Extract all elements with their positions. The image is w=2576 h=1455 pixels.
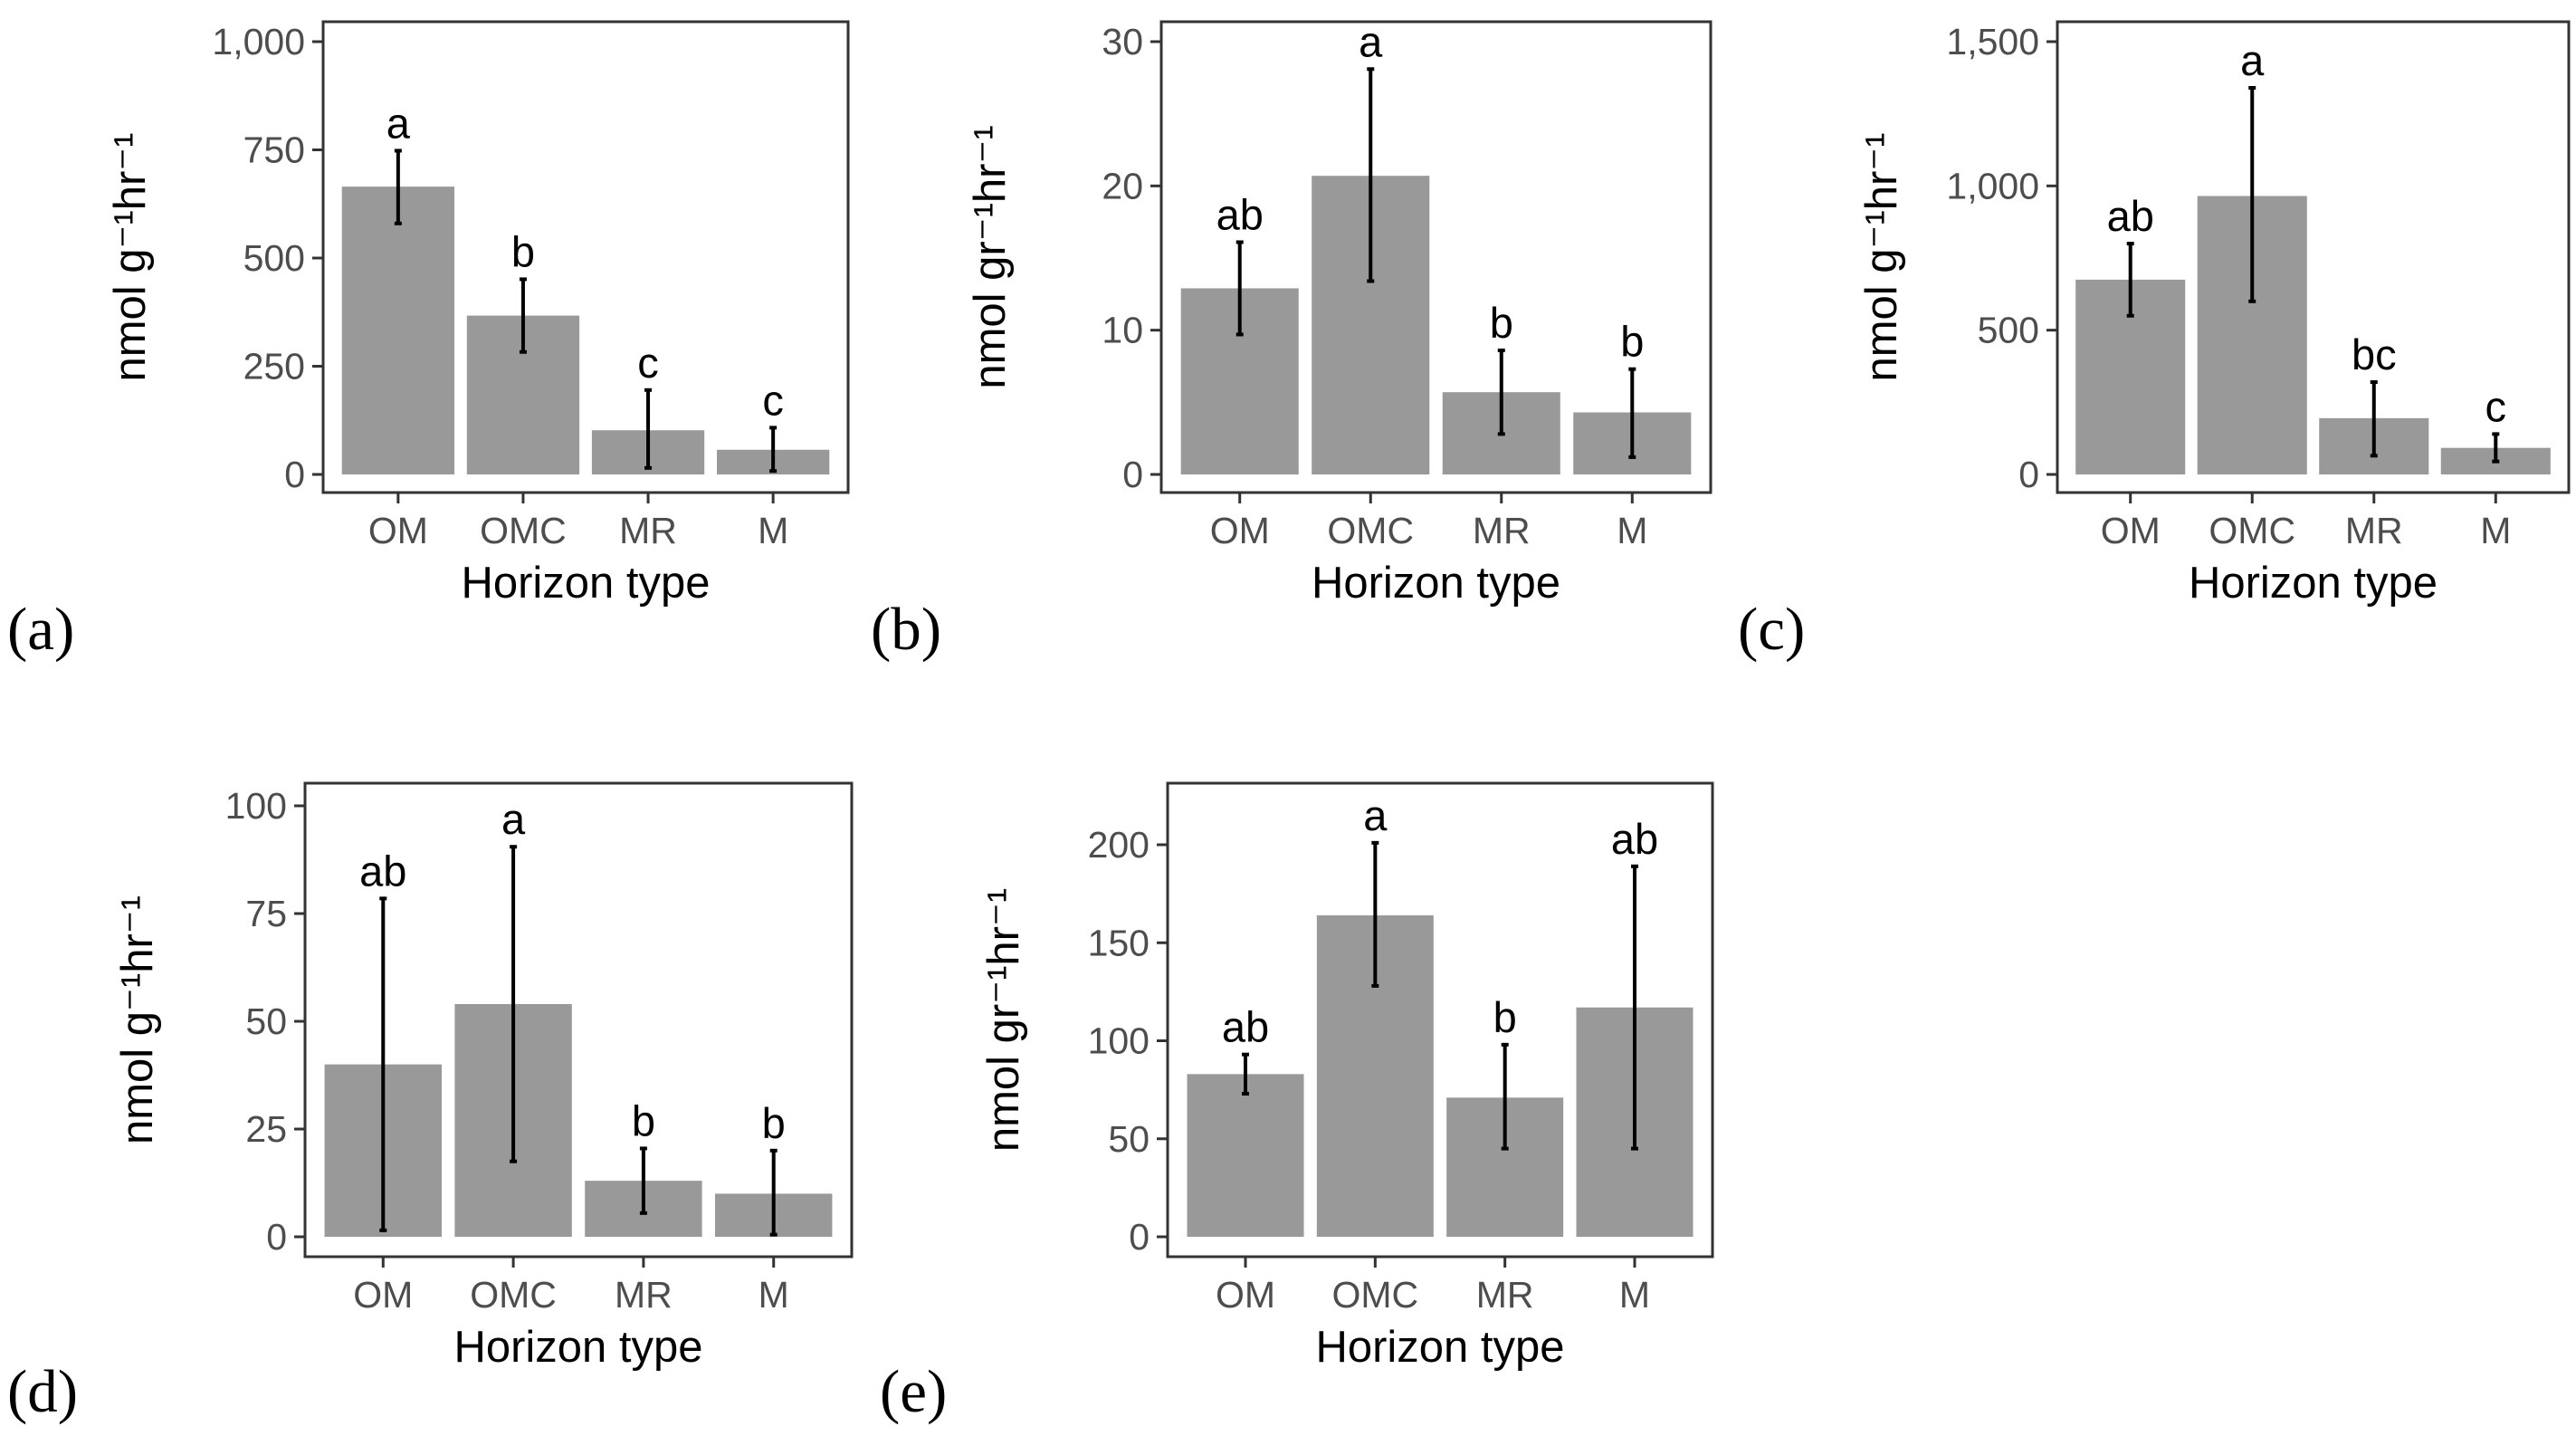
y-tick-label: 0 [266,1216,287,1258]
x-tick-label: OM [1216,1274,1275,1316]
x-tick-label: MR [615,1274,673,1316]
significance-letter: a [1359,17,1383,65]
y-tick-label: 20 [1102,165,1143,206]
y-tick-label: 1,500 [1946,21,2039,62]
significance-letter: c [2485,382,2507,430]
significance-letter: b [1493,993,1517,1041]
x-tick-label: MR [1473,510,1531,551]
x-axis-title: Horizon type [1315,1323,1564,1372]
panel-border [2056,20,2571,494]
bar-om [341,187,454,474]
panel-label: (e) [880,1358,947,1425]
panel-border [1166,781,1714,1259]
y-tick-label: 500 [243,237,305,279]
panel-label: (d) [7,1358,78,1425]
significance-letter: ab [359,847,406,895]
y-tick-label: 500 [1978,310,2039,351]
y-tick-label: 0 [284,454,305,495]
significance-letter: b [1490,299,1513,347]
x-axis-title: Horizon type [461,559,710,608]
significance-letter: ab [1222,1003,1269,1051]
y-axis-title: nmol g⁻¹hr⁻¹ [113,895,162,1144]
x-tick-label: MR [2345,510,2403,551]
significance-letter: a [501,795,526,843]
x-tick-label: OMC [470,1274,557,1316]
y-tick-label: 100 [225,785,287,827]
y-tick-label: 150 [1088,922,1150,963]
significance-letter: a [2240,36,2265,84]
x-axis-title: Horizon type [1312,559,1560,608]
x-tick-label: OM [1210,510,1270,551]
y-tick-label: 100 [1088,1020,1150,1062]
y-tick-label: 1,000 [1946,165,2039,206]
significance-letter: bc [2352,330,2397,378]
significance-letter: b [762,1099,786,1147]
x-tick-label: OM [368,510,428,551]
panel-c: 0 500 1,000 1,500 ab OM a OMC bc MR c M Horizon type… [1738,20,2571,663]
x-tick-label: OMC [1332,1274,1419,1316]
significance-letter: ab [1611,815,1658,863]
x-tick-label: OMC [480,510,567,551]
significance-letter: a [1363,791,1388,839]
significance-letter: b [511,227,535,275]
y-tick-label: 0 [1129,1216,1150,1258]
y-tick-label: 75 [245,893,287,934]
panel-label: (a) [7,596,74,663]
x-tick-label: OMC [2209,510,2295,551]
y-tick-label: 200 [1088,824,1150,866]
y-tick-label: 250 [243,346,305,388]
x-tick-label: M [758,510,788,551]
x-tick-label: MR [1476,1274,1534,1316]
x-tick-label: M [1619,1274,1650,1316]
panel-b: 0 10 20 30 ab OM a OMC b MR b M Horizon type nmol gr⁻… [871,17,1713,663]
y-tick-label: 25 [245,1108,287,1150]
y-tick-label: 750 [243,129,305,171]
significance-letter: c [637,339,659,387]
significance-letter: b [1620,318,1644,366]
y-axis-title: nmol gr⁻¹hr⁻¹ [966,125,1015,388]
y-tick-label: 0 [1122,454,1143,495]
x-tick-label: MR [619,510,677,551]
panel-e: 0 50 100 150 200 ab OM a OMC b MR ab M Horizon type nm… [880,781,1714,1425]
y-tick-label: 50 [245,1000,287,1042]
x-axis-title: Horizon type [2189,559,2438,608]
x-axis-title: Horizon type [453,1323,702,1372]
significance-letter: ab [1216,190,1264,238]
y-axis-title: nmol g⁻¹hr⁻¹ [106,132,155,381]
x-tick-label: OMC [1327,510,1414,551]
y-tick-label: 1,000 [212,21,305,62]
panel-label: (b) [871,596,941,663]
significance-letter: ab [2107,192,2154,240]
y-tick-label: 50 [1108,1118,1150,1160]
y-axis-title: nmol gr⁻¹hr⁻¹ [979,888,1028,1152]
x-tick-label: M [2480,510,2511,551]
panel-label: (c) [1738,596,1805,663]
significance-letter: a [386,99,411,147]
x-tick-label: M [1617,510,1647,551]
x-tick-label: OM [2101,510,2161,551]
significance-letter: b [632,1096,655,1144]
x-tick-label: OM [353,1274,413,1316]
significance-letter: c [762,376,784,424]
y-tick-label: 0 [2018,454,2039,495]
y-tick-label: 30 [1102,21,1143,62]
panel-a: 0 250 500 750 1,000 a OM b OMC c MR c M Horizon type n… [7,20,850,663]
panel-border [1159,20,1713,494]
y-axis-title: nmol g⁻¹hr⁻¹ [1857,132,1906,381]
bar-om [1187,1074,1304,1237]
x-tick-label: M [758,1274,789,1316]
y-tick-label: 10 [1102,310,1143,351]
panel-d: 0 25 50 75 100 ab OM a OMC b MR b M Horizon type nmol … [7,781,854,1425]
